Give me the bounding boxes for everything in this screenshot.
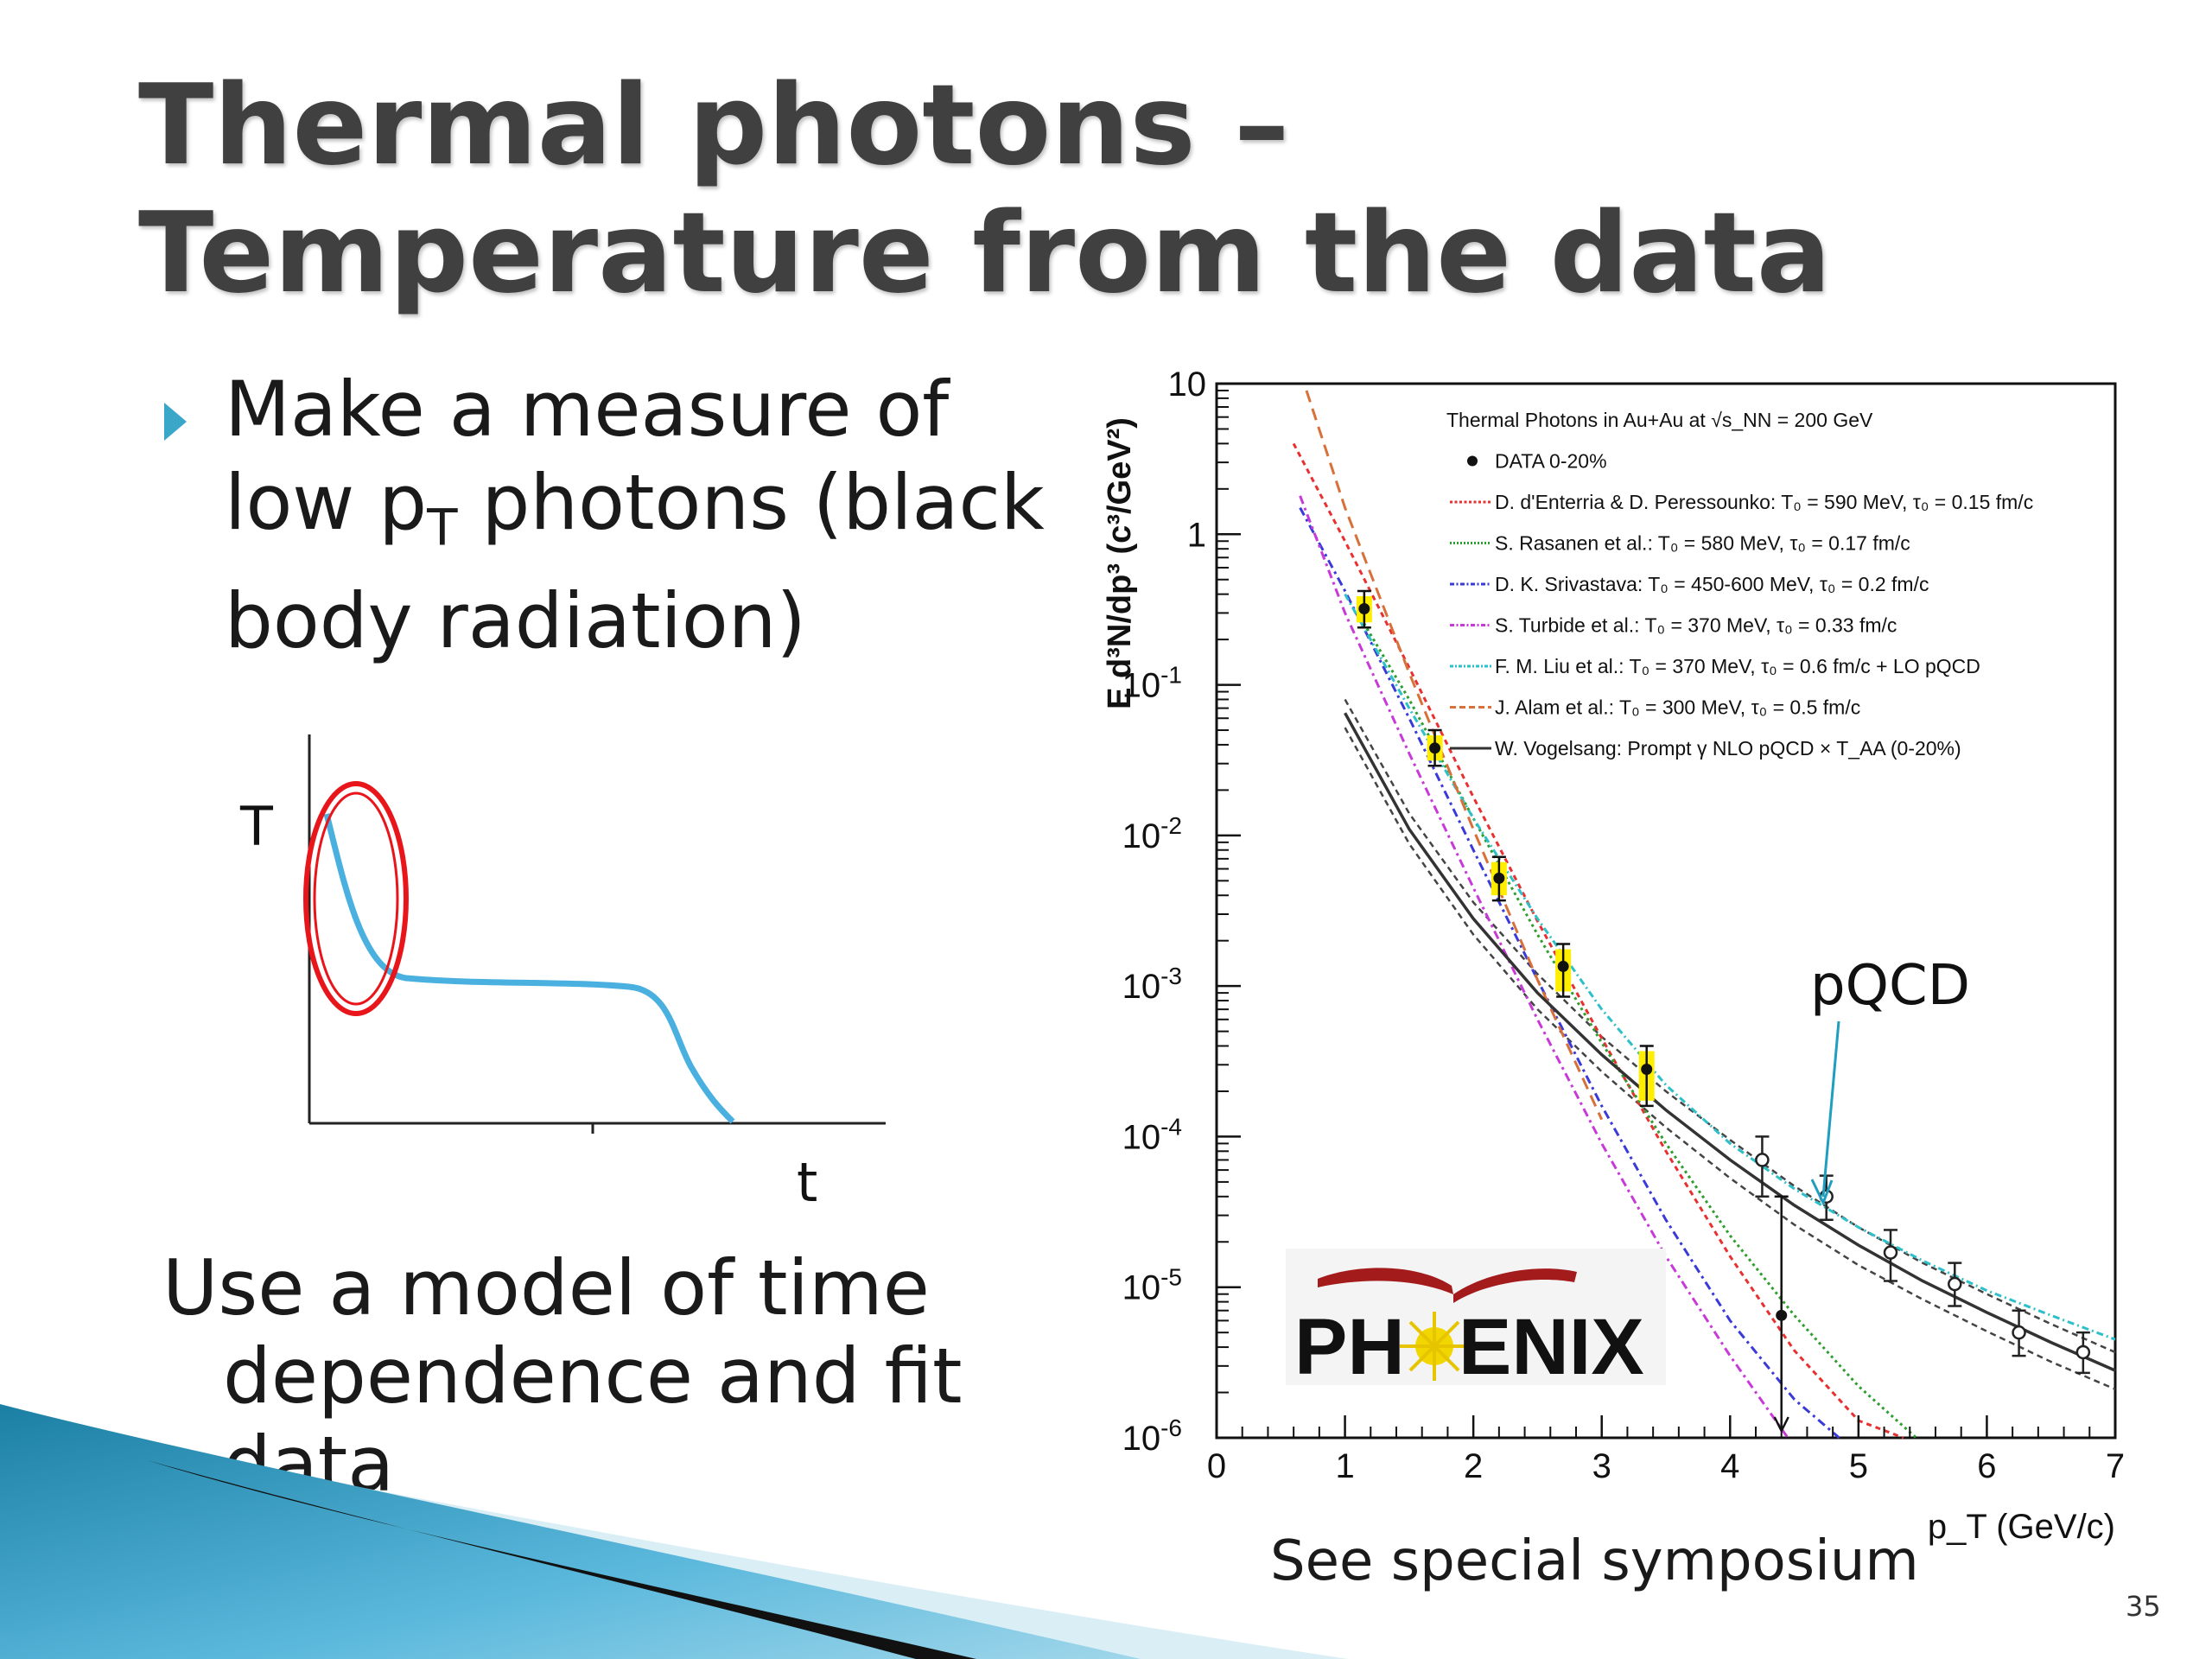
x-tick-label: 4 xyxy=(1720,1447,1739,1485)
phenix-logo-text-right: ENIX xyxy=(1459,1303,1644,1391)
phenix-logo-wing-left xyxy=(1318,1268,1453,1294)
x-tick-label: 2 xyxy=(1464,1447,1483,1485)
model-curve-4 xyxy=(1344,593,2116,1341)
y-tick-label: 10 xyxy=(1168,365,1207,404)
y-tick-label: 10-5 xyxy=(1122,1264,1182,1307)
bullet-text-part1: Make a measure of low p xyxy=(225,365,950,547)
symposium-note: See special symposium xyxy=(1270,1529,1919,1593)
y-tick-label: 10-4 xyxy=(1122,1113,1182,1156)
bullet-arrow-icon xyxy=(164,403,187,441)
y-tick-label: 10-3 xyxy=(1122,963,1182,1006)
x-axis-label: p_T (GeV/c) xyxy=(1928,1508,2115,1546)
legend-label-3: S. Turbide et al.: T₀ = 370 MeV, τ₀ = 0.… xyxy=(1495,614,1897,637)
data-point-filled xyxy=(1358,603,1370,615)
vogelsang-band-upper xyxy=(1344,698,2116,1354)
chart-legend: Thermal Photons in Au+Au at √s_NN = 200 … xyxy=(1446,409,2033,760)
legend-label-1: S. Rasanen et al.: T₀ = 580 MeV, τ₀ = 0.… xyxy=(1495,532,1910,555)
chart-data-points xyxy=(1356,589,2091,1433)
legend-title: Thermal Photons in Au+Au at √s_NN = 200 … xyxy=(1446,409,1873,431)
legend-label-0: D. d'Enterria & D. Peressounko: T₀ = 590… xyxy=(1495,491,2033,513)
data-point-filled xyxy=(1557,960,1569,972)
x-tick-label: 1 xyxy=(1335,1447,1354,1485)
x-tick-label: 6 xyxy=(1977,1447,1996,1485)
phenix-logo: PH ENIX xyxy=(1286,1249,1666,1391)
y-axis-label: E d³N/dp³ (c³/GeV²) xyxy=(1102,417,1138,709)
data-point-open xyxy=(2075,1344,2091,1360)
phenix-logo-sun-rays xyxy=(1400,1312,1469,1381)
y-tick-label: 1 xyxy=(1187,516,1206,554)
model-curve-2 xyxy=(1299,506,1840,1440)
legend-label-6: W. Vogelsang: Prompt γ NLO pQCD × T_AA (… xyxy=(1495,737,1961,760)
model-curve-6 xyxy=(1344,712,2116,1372)
bullet-text-part2: photons (black body radiation) xyxy=(225,458,1045,665)
bullet-text: Make a measure of low pT photons (black … xyxy=(225,363,1054,668)
data-point-open xyxy=(1948,1276,1962,1292)
pqcd-arrow-line xyxy=(1821,1020,1840,1198)
bullet-text-subscript: T xyxy=(427,498,458,557)
data-point-filled xyxy=(1429,742,1441,754)
vogelsang-band-lower xyxy=(1344,727,2116,1390)
phenix-logo-wing-right xyxy=(1453,1268,1577,1303)
model-curve-0 xyxy=(1292,442,1904,1440)
x-tick-label: 0 xyxy=(1207,1447,1226,1485)
phenix-logo-text-left: PH xyxy=(1294,1303,1405,1391)
y-tick-label: 10-6 xyxy=(1122,1414,1182,1458)
page-number: 35 xyxy=(2126,1590,2161,1623)
legend-data-label: DATA 0-20% xyxy=(1495,450,1607,473)
x-tick-label: 3 xyxy=(1592,1447,1611,1485)
legend-data-marker xyxy=(1467,455,1478,467)
legend-label-2: D. K. Srivastava: T₀ = 450-600 MeV, τ₀ =… xyxy=(1495,573,1929,595)
slide-title: Thermal photons – Temperature from the d… xyxy=(138,62,1831,318)
data-point-filled xyxy=(1776,1309,1788,1321)
legend-label-5: J. Alam et al.: T₀ = 300 MeV, τ₀ = 0.5 f… xyxy=(1495,696,1860,719)
pqcd-arrow-head-icon xyxy=(1810,1179,1834,1206)
pqcd-annotation: pQCD xyxy=(1810,954,1970,1018)
x-tick-label: 7 xyxy=(2106,1447,2125,1485)
data-point-open xyxy=(1883,1245,1898,1260)
slide-title-line2: Temperature from the data xyxy=(138,189,1832,318)
data-point-filled xyxy=(1641,1063,1653,1075)
slide-title-line1: Thermal photons – xyxy=(138,61,1290,190)
legend-label-4: F. M. Liu et al.: T₀ = 370 MeV, τ₀ = 0.6… xyxy=(1495,655,1980,677)
y-tick-label: 10-2 xyxy=(1122,812,1182,855)
data-point-open xyxy=(2012,1325,2026,1340)
y-tick-label: 10-1 xyxy=(1122,662,1182,705)
data-point-open xyxy=(1755,1153,1770,1167)
x-tick-label: 5 xyxy=(1849,1447,1868,1485)
data-point-filled xyxy=(1493,872,1505,884)
